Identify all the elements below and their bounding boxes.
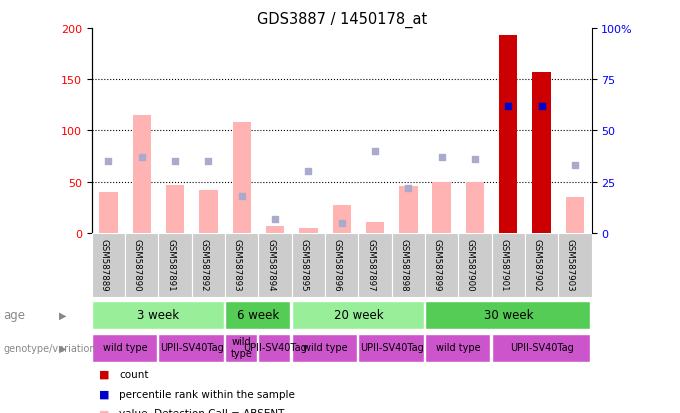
Text: GSM587891: GSM587891 — [166, 238, 175, 291]
Text: UPII-SV40Tag: UPII-SV40Tag — [360, 342, 424, 352]
Bar — [566, 197, 584, 233]
Bar — [92, 334, 157, 362]
Point — [370, 148, 381, 155]
Bar — [399, 186, 418, 233]
Text: GSM587892: GSM587892 — [199, 238, 208, 291]
Bar — [325, 233, 358, 297]
Bar — [292, 334, 357, 362]
Bar — [133, 116, 151, 233]
Bar — [158, 233, 192, 297]
Bar — [366, 222, 384, 233]
Text: ■: ■ — [99, 389, 109, 399]
Point — [269, 216, 280, 222]
Text: UPII-SV40Tag: UPII-SV40Tag — [160, 342, 224, 352]
Text: wild
type: wild type — [231, 337, 253, 358]
Bar — [225, 334, 257, 362]
Point — [403, 185, 413, 192]
Text: ▶: ▶ — [58, 343, 67, 353]
Text: 20 week: 20 week — [334, 308, 383, 321]
Bar — [499, 36, 517, 233]
Bar — [199, 190, 218, 233]
Text: UPII-SV40Tag: UPII-SV40Tag — [510, 342, 573, 352]
Bar — [425, 334, 490, 362]
Text: count: count — [119, 369, 148, 379]
Bar — [166, 185, 184, 233]
Bar — [225, 233, 258, 297]
Bar — [392, 233, 425, 297]
Bar — [425, 233, 458, 297]
Point — [437, 154, 447, 161]
Text: wild type: wild type — [103, 342, 148, 352]
Bar — [458, 233, 492, 297]
Text: ■: ■ — [99, 369, 109, 379]
Text: 6 week: 6 week — [237, 308, 279, 321]
Text: GSM587900: GSM587900 — [466, 238, 475, 291]
Text: ■: ■ — [99, 408, 109, 413]
Text: GSM587903: GSM587903 — [566, 238, 575, 291]
Text: value, Detection Call = ABSENT: value, Detection Call = ABSENT — [119, 408, 284, 413]
Text: GSM587902: GSM587902 — [532, 238, 541, 291]
Bar — [92, 301, 224, 329]
Text: GSM587890: GSM587890 — [133, 238, 141, 291]
Bar — [292, 233, 325, 297]
Bar — [225, 301, 290, 329]
Bar — [299, 228, 318, 233]
Bar — [358, 233, 392, 297]
Text: 3 week: 3 week — [137, 308, 180, 321]
Text: wild type: wild type — [436, 342, 481, 352]
Text: GSM587893: GSM587893 — [233, 238, 242, 291]
Point — [103, 159, 114, 165]
Bar — [492, 233, 525, 297]
Point — [503, 103, 514, 110]
Text: ▶: ▶ — [58, 310, 67, 320]
Bar — [492, 334, 590, 362]
Point — [203, 159, 214, 165]
Text: GSM587899: GSM587899 — [432, 238, 442, 291]
Bar — [258, 334, 290, 362]
Text: age: age — [3, 309, 25, 321]
Bar — [425, 301, 590, 329]
Point — [170, 159, 181, 165]
Bar — [532, 73, 551, 233]
Text: GSM587901: GSM587901 — [499, 238, 509, 291]
Bar — [92, 233, 125, 297]
Text: GSM587896: GSM587896 — [333, 238, 342, 291]
Text: genotype/variation: genotype/variation — [3, 343, 96, 353]
Text: 30 week: 30 week — [483, 308, 533, 321]
Text: GSM587898: GSM587898 — [399, 238, 408, 291]
Point — [237, 193, 248, 200]
Point — [337, 220, 347, 226]
Text: UPII-SV40Tag: UPII-SV40Tag — [243, 342, 307, 352]
Bar — [233, 123, 251, 233]
Point — [570, 163, 581, 169]
Text: GSM587895: GSM587895 — [299, 238, 309, 291]
Bar — [99, 192, 118, 233]
Point — [536, 103, 547, 110]
Text: GSM587889: GSM587889 — [99, 238, 109, 291]
Bar — [125, 233, 158, 297]
Title: GDS3887 / 1450178_at: GDS3887 / 1450178_at — [256, 12, 427, 28]
Bar — [558, 233, 592, 297]
Bar — [333, 206, 351, 233]
Bar — [158, 334, 224, 362]
Bar — [258, 233, 292, 297]
Point — [469, 157, 480, 163]
Point — [136, 154, 147, 161]
Bar — [266, 226, 284, 233]
Bar — [192, 233, 225, 297]
Bar — [292, 301, 424, 329]
Point — [303, 169, 314, 175]
Text: GSM587894: GSM587894 — [266, 238, 275, 291]
Text: percentile rank within the sample: percentile rank within the sample — [119, 389, 295, 399]
Bar — [432, 182, 451, 233]
Bar — [525, 233, 558, 297]
Bar — [466, 182, 484, 233]
Bar — [358, 334, 424, 362]
Text: GSM587897: GSM587897 — [366, 238, 375, 291]
Text: wild type: wild type — [303, 342, 347, 352]
